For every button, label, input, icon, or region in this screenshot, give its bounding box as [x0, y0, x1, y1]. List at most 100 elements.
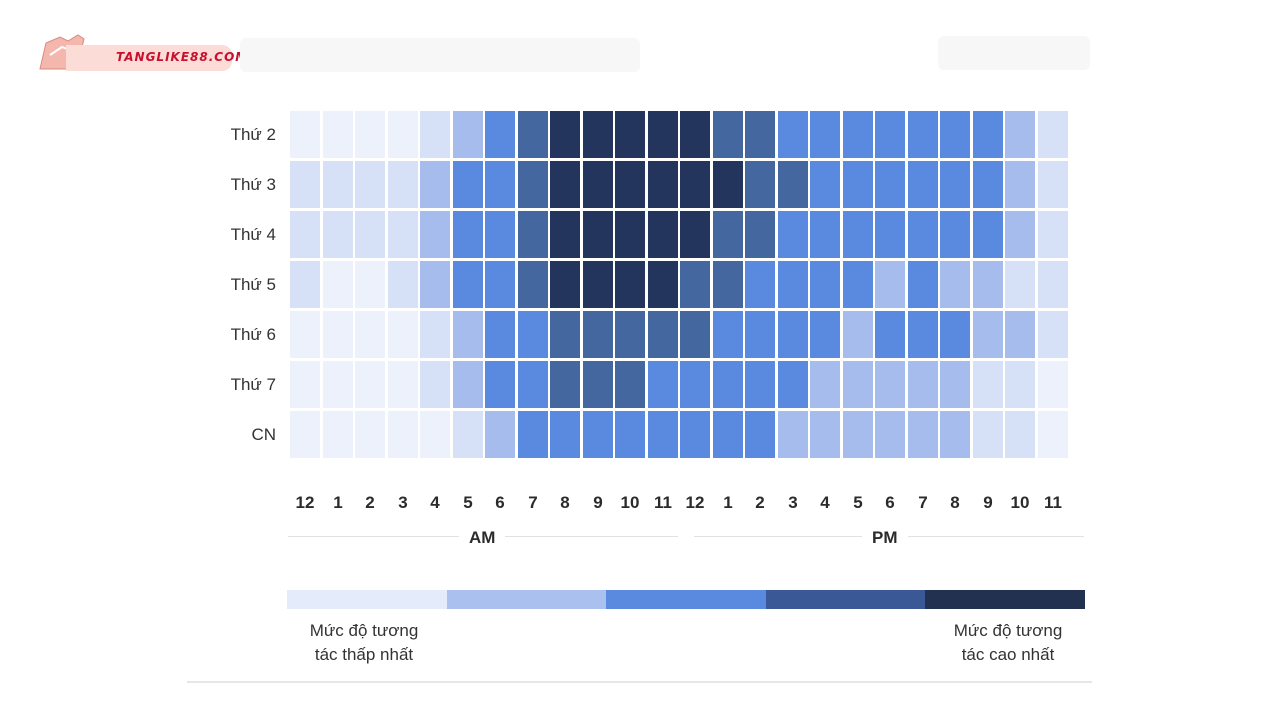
heatmap-cell [388, 361, 418, 408]
heatmap-cell [420, 311, 450, 358]
heatmap-cell [1038, 111, 1068, 158]
heatmap-cell [355, 211, 385, 258]
heatmap-cell [908, 111, 938, 158]
row-label: Thứ 3 [230, 175, 276, 194]
legend-segment [447, 590, 607, 609]
x-tick-label: 9 [983, 493, 993, 512]
x-tick-label: 10 [1010, 493, 1030, 512]
heatmap-cell [875, 211, 905, 258]
heatmap-cell [290, 361, 320, 408]
heatmap-cell [518, 311, 548, 358]
heatmap-cell [1005, 211, 1035, 258]
heatmap-cell [940, 161, 970, 208]
heatmap-cell [485, 211, 515, 258]
heatmap-cell [420, 161, 450, 208]
legend-segment [606, 590, 766, 609]
x-tick-label: 5 [853, 493, 863, 512]
heatmap-cell [648, 211, 678, 258]
heatmap-cell [388, 161, 418, 208]
heatmap-cell [973, 361, 1003, 408]
x-tick-label: 4 [430, 493, 440, 512]
x-tick-label: 6 [495, 493, 505, 512]
heatmap-cell [355, 161, 385, 208]
heatmap-cell [550, 311, 580, 358]
heatmap-cell [518, 361, 548, 408]
heatmap-cell [875, 311, 905, 358]
heatmap-cell [453, 111, 483, 158]
heatmap-cell [680, 311, 710, 358]
heatmap-cell [680, 111, 710, 158]
pm-label: PM [862, 528, 908, 548]
heatmap-cell [908, 361, 938, 408]
heatmap-cell [713, 261, 743, 308]
heatmap-cell [648, 361, 678, 408]
heatmap-cell [1005, 311, 1035, 358]
heatmap-cell [323, 261, 353, 308]
heatmap-cell [615, 111, 645, 158]
heatmap-cell [843, 261, 873, 308]
heatmap-cell [940, 261, 970, 308]
heatmap-cell [615, 411, 645, 458]
row-label: Thứ 5 [230, 275, 276, 294]
heatmap-cell [615, 261, 645, 308]
heatmap-cell [1038, 311, 1068, 358]
heatmap-cell [810, 261, 840, 308]
heatmap-cell [973, 111, 1003, 158]
heatmap-cell [973, 211, 1003, 258]
heatmap-cell [290, 161, 320, 208]
heatmap-cell [518, 161, 548, 208]
heatmap-cell [388, 261, 418, 308]
legend-segment [287, 590, 447, 609]
row-label: CN [251, 425, 276, 444]
heatmap-cell [908, 161, 938, 208]
heatmap-cell [550, 111, 580, 158]
heatmap-cell [713, 211, 743, 258]
heatmap-cell [680, 211, 710, 258]
heatmap-cell [453, 261, 483, 308]
x-tick-label: 12 [685, 493, 705, 512]
heatmap-cell [290, 261, 320, 308]
legend-low-label: Mức độ tương tác thấp nhất [274, 619, 454, 667]
heatmap-cell [355, 411, 385, 458]
heatmap-cell [908, 211, 938, 258]
heatmap-cell [745, 111, 775, 158]
row-label: Thứ 7 [230, 375, 276, 394]
heatmap-cell [843, 361, 873, 408]
heatmap-cell [843, 111, 873, 158]
x-tick-label: 8 [560, 493, 570, 512]
heatmap-cell [778, 361, 808, 408]
heatmap-cell [713, 161, 743, 208]
header-placeholder-left [240, 38, 640, 72]
heatmap-cell [648, 111, 678, 158]
heatmap-cell [875, 361, 905, 408]
heatmap-cell [1038, 161, 1068, 208]
heatmap-cell [550, 161, 580, 208]
heatmap-cell [355, 311, 385, 358]
heatmap-cell [1005, 411, 1035, 458]
heatmap-cell [615, 211, 645, 258]
heatmap-cell [778, 211, 808, 258]
heatmap-cell [940, 361, 970, 408]
heatmap-cell [1038, 261, 1068, 308]
header-placeholder-right [938, 36, 1090, 70]
heatmap-cell [680, 261, 710, 308]
heatmap-cell [453, 411, 483, 458]
heatmap-cell [420, 111, 450, 158]
x-tick-label: 1 [333, 493, 343, 512]
heatmap-cell [583, 111, 613, 158]
heatmap-cell [778, 261, 808, 308]
heatmap-cell [713, 311, 743, 358]
heatmap-cell [323, 211, 353, 258]
x-tick-label: 12 [295, 493, 315, 512]
x-tick-label: 7 [528, 493, 538, 512]
heatmap-cell [940, 311, 970, 358]
heatmap-cell [583, 361, 613, 408]
heatmap-cell [778, 311, 808, 358]
x-tick-label: 1 [723, 493, 733, 512]
heatmap-cell [485, 311, 515, 358]
legend-segment [925, 590, 1085, 609]
heatmap-cell [388, 411, 418, 458]
x-tick-label: 10 [620, 493, 640, 512]
heatmap-cell [648, 261, 678, 308]
heatmap-cell [453, 161, 483, 208]
